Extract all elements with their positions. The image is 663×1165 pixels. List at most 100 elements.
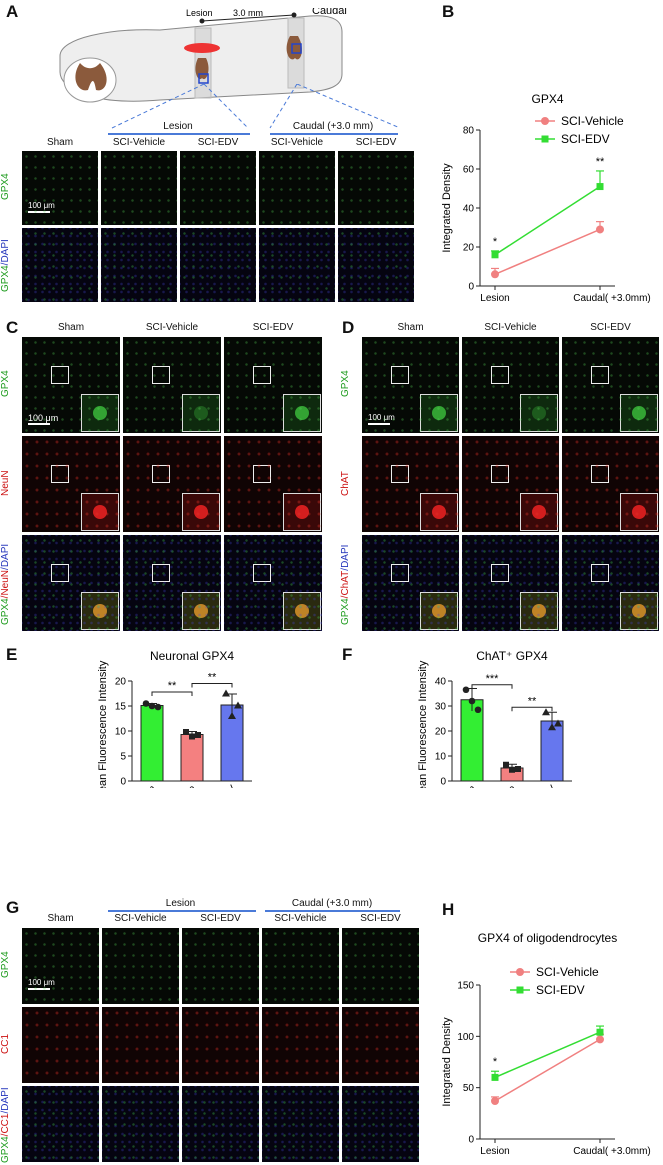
roi-box xyxy=(491,563,510,582)
zoom-inset xyxy=(182,394,220,432)
micrograph xyxy=(262,1086,339,1162)
x-tick-label: Caudal( +3.0mm) xyxy=(573,1146,651,1157)
x-tick-label: SCI-EDV xyxy=(522,783,559,788)
zoom-inset xyxy=(420,394,458,432)
roi-box xyxy=(152,563,171,582)
g-group-header-caudal: Caudal (+3.0 mm) xyxy=(291,898,373,909)
y-tick-label: 10 xyxy=(435,752,447,763)
micrograph xyxy=(182,928,259,1004)
column-label: SCI-EDV xyxy=(252,322,294,333)
micrograph xyxy=(102,928,179,1004)
x-tick-label: Lesion xyxy=(480,293,509,304)
column-label: Sham xyxy=(57,322,85,333)
micrograph xyxy=(22,1007,99,1083)
chart-b: GPX4 0 20 40 60 80 Lesion Caudal( +3.0mm) Integr… xyxy=(441,92,651,304)
column-label: Sham xyxy=(46,137,74,148)
distance-label: 3.0 mm xyxy=(233,8,263,18)
row-label: GPX4 xyxy=(0,173,11,200)
data-point xyxy=(491,251,499,259)
row-label: GPX4/DAPI xyxy=(0,239,11,292)
roi-box xyxy=(391,563,410,582)
legend-label: SCI-Vehicle xyxy=(536,965,599,979)
y-tick-label: 10 xyxy=(115,727,127,738)
data-point xyxy=(503,761,509,768)
y-tick-label: 20 xyxy=(463,243,475,254)
roi-box xyxy=(152,464,171,483)
cell-body xyxy=(631,405,647,421)
panel-letter-f: F xyxy=(342,645,353,664)
panel-letter-d: D xyxy=(342,318,355,337)
data-point xyxy=(148,702,156,710)
roi-box xyxy=(253,563,272,582)
zoom-inset xyxy=(620,493,658,531)
legend-label: SCI-EDV xyxy=(536,983,585,997)
zoom-inset xyxy=(182,493,220,531)
micrograph xyxy=(224,535,322,631)
chart-title: GPX4 xyxy=(531,92,563,106)
row-label: NeuN xyxy=(0,470,11,496)
micrograph xyxy=(102,1086,179,1162)
micrograph xyxy=(462,436,559,532)
data-point xyxy=(189,733,195,740)
row-label: GPX4 xyxy=(0,951,11,978)
panel-letter-c: C xyxy=(6,318,19,337)
data-point xyxy=(515,766,521,772)
y-tick-label: 40 xyxy=(435,677,447,688)
legend-marker xyxy=(541,117,549,125)
y-tick-label: 60 xyxy=(463,165,475,176)
column-label: SCI-Vehicle xyxy=(270,137,324,148)
micrograph xyxy=(462,337,559,433)
micrograph xyxy=(102,1007,179,1083)
data-point xyxy=(234,701,242,709)
group-header-caudal: Caudal (+3.0 mm) xyxy=(292,121,374,132)
group-line-caudal xyxy=(270,133,398,135)
zoom-inset xyxy=(283,394,321,432)
cell-body xyxy=(92,603,108,619)
data-point xyxy=(474,706,482,714)
cell-body xyxy=(92,504,108,520)
legend-marker xyxy=(516,986,524,994)
micrograph: 100 μm xyxy=(22,928,99,1004)
y-tick-label: 15 xyxy=(115,702,127,713)
zoom-inset xyxy=(81,394,119,432)
zoom-inset xyxy=(182,592,220,630)
row-label: GPX4/NeuN/DAPI xyxy=(0,543,11,625)
roi-box xyxy=(591,365,610,384)
micrograph xyxy=(123,436,221,532)
series-line xyxy=(494,228,601,275)
y-axis-label: Integrated Density xyxy=(441,163,453,253)
data-point xyxy=(596,225,604,234)
roi-box xyxy=(51,464,70,483)
data-point xyxy=(491,1073,499,1081)
micrograph xyxy=(262,928,339,1004)
micrograph xyxy=(22,436,120,532)
column-label: SCI-Vehicle xyxy=(484,322,537,333)
column-label: SCI-EDV xyxy=(355,137,397,148)
significance-label: ** xyxy=(528,695,537,707)
y-tick-label: 40 xyxy=(463,204,475,215)
chart-f: ChAT⁺ GPX4 0 10 20 30 40 Mean Fluorescence Int… xyxy=(417,649,572,788)
y-tick-label: 80 xyxy=(463,126,475,137)
series-line xyxy=(494,1031,601,1079)
micrograph xyxy=(224,337,322,433)
data-point xyxy=(154,703,162,711)
cell-body xyxy=(294,603,310,619)
data-point xyxy=(222,689,230,697)
legend-label: SCI-EDV xyxy=(561,132,610,146)
chart-title: GPX4 of oligodendrocytes xyxy=(478,931,617,945)
y-tick-label: 0 xyxy=(468,1135,474,1146)
chart-title: ChAT⁺ GPX4 xyxy=(476,649,548,663)
roi-box xyxy=(51,365,70,384)
cell-body xyxy=(431,504,447,520)
roi-box xyxy=(391,464,410,483)
data-point xyxy=(509,766,515,773)
y-tick-label: 150 xyxy=(457,981,474,992)
micrograph: 100 μm xyxy=(22,151,98,225)
scale-label: 100 μm xyxy=(368,413,395,422)
g-group-line-caudal xyxy=(265,910,400,912)
panel-letter-b: B xyxy=(442,2,455,21)
micrograph xyxy=(562,535,659,631)
significance-label: ** xyxy=(208,672,217,684)
data-point xyxy=(548,723,556,731)
series-line xyxy=(494,185,601,256)
